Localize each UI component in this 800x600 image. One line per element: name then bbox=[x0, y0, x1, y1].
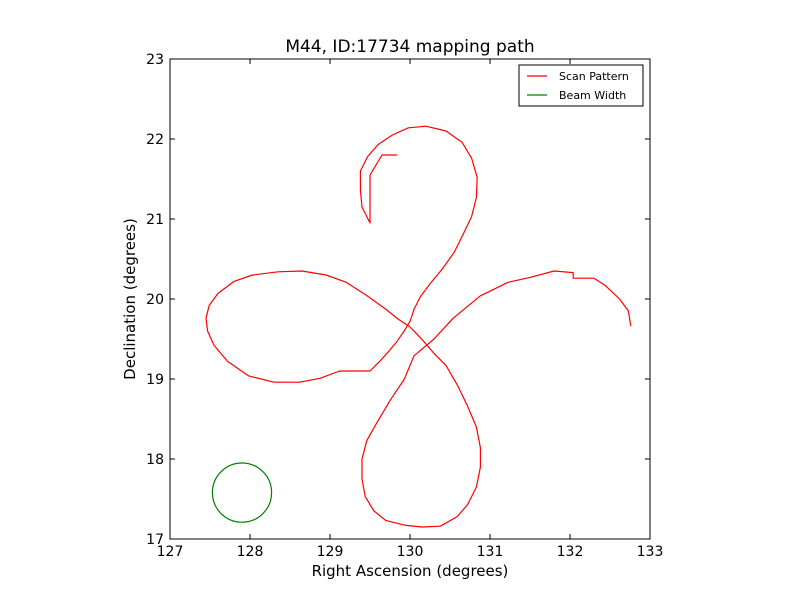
scan-pattern-line-1 bbox=[361, 270, 632, 528]
x-tick-label: 132 bbox=[557, 544, 584, 560]
chart-title: M44, ID:17734 mapping path bbox=[285, 37, 534, 57]
scan-pattern-line-2 bbox=[205, 125, 478, 383]
legend-box bbox=[518, 64, 644, 107]
beam-width-circle bbox=[211, 462, 273, 523]
y-tick-label: 23 bbox=[146, 52, 164, 68]
legend-label: Beam Width bbox=[559, 89, 626, 102]
y-tick-label: 17 bbox=[146, 532, 164, 548]
y-tick-label: 18 bbox=[146, 452, 164, 468]
plot-area bbox=[205, 125, 632, 528]
y-tick-label: 19 bbox=[146, 372, 164, 388]
y-tick-label: 21 bbox=[146, 212, 164, 228]
x-tick-label: 128 bbox=[237, 544, 264, 560]
y-tick-label: 20 bbox=[146, 292, 164, 308]
y-tick-label: 22 bbox=[146, 132, 164, 148]
x-tick-label: 127 bbox=[157, 544, 184, 560]
y-axis-label: Declination (degrees) bbox=[121, 218, 139, 380]
x-tick-label: 130 bbox=[397, 544, 424, 560]
x-tick-label: 131 bbox=[477, 544, 504, 560]
legend-label: Scan Pattern bbox=[559, 70, 629, 83]
legend: Scan Pattern Beam Width bbox=[518, 64, 644, 107]
x-axis-label: Right Ascension (degrees) bbox=[312, 562, 509, 580]
x-tick-label: 133 bbox=[637, 544, 664, 560]
x-tick-label: 129 bbox=[317, 544, 344, 560]
axes: 127 128 129 130 131 132 133 17 18 19 20 21 22 23 bbox=[146, 52, 663, 560]
